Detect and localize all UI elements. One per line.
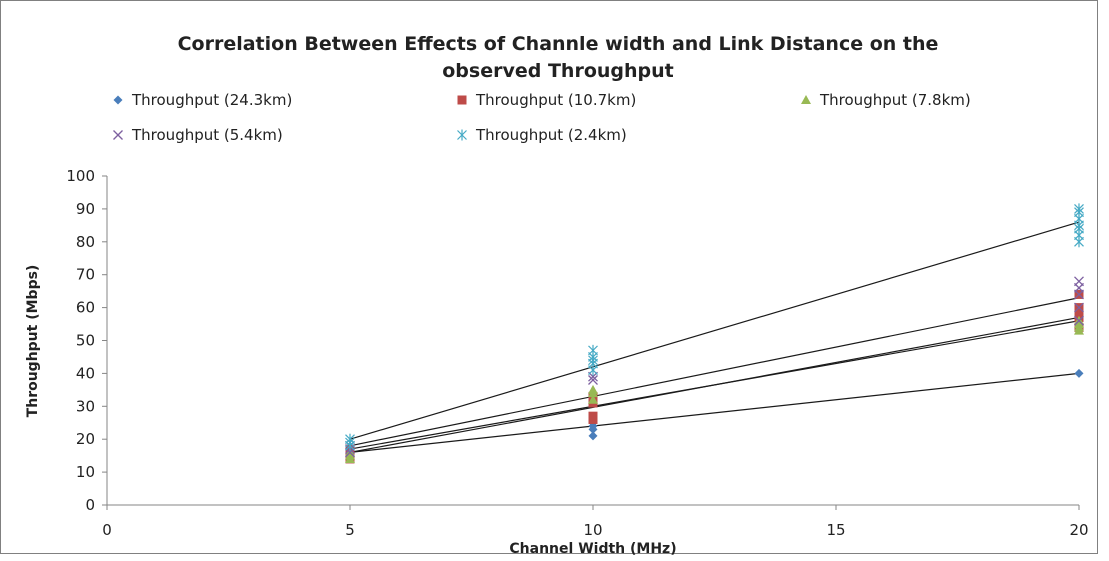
x-tick-label: 15 <box>826 521 845 539</box>
legend-item: Throughput (7.8km) <box>801 91 971 109</box>
x-tick-label: 0 <box>102 521 112 539</box>
data-point-series-4 <box>1074 276 1084 287</box>
legend-item: Throughput (5.4km) <box>113 126 283 144</box>
y-tick-label: 80 <box>76 233 95 251</box>
y-axis-title: Throughput (Mbps) <box>25 265 41 418</box>
data-point-series-4 <box>1074 302 1084 313</box>
y-tick-label: 10 <box>76 463 95 481</box>
y-tick-label: 60 <box>76 299 95 317</box>
legend-label: Throughput (7.8km) <box>819 91 971 109</box>
x-tick-label: 20 <box>1069 521 1088 539</box>
legend-label: Throughput (10.7km) <box>475 91 636 109</box>
trendline-series-5 <box>349 221 1080 440</box>
legend-label: Throughput (24.3km) <box>131 91 292 109</box>
y-tick-label: 50 <box>76 332 95 350</box>
trendlines <box>349 221 1080 453</box>
legend-marker <box>457 95 467 105</box>
trendline-series-3 <box>349 320 1080 450</box>
chart-border <box>0 0 1098 554</box>
data-point-series-4 <box>1074 315 1084 326</box>
trendline-series-1 <box>349 372 1080 453</box>
data-point-series-5 <box>345 433 355 445</box>
y-tick-label: 0 <box>85 496 95 514</box>
y-tick-label: 100 <box>66 167 95 185</box>
x-tick-label: 5 <box>345 521 355 539</box>
y-tick-label: 90 <box>76 200 95 218</box>
data-point-series-5 <box>588 344 598 356</box>
legend-marker <box>457 129 467 141</box>
data-point-series-3 <box>588 384 598 394</box>
axis-ticks: 0 10 20 30 40 50 60 70 80 90 100 0 5 10 15 20 <box>66 167 1088 539</box>
legend-marker <box>113 95 123 105</box>
chart-title-line1: Correlation Between Effects of Channle w… <box>178 33 939 55</box>
legend-item: Throughput (24.3km) <box>113 91 292 109</box>
legend-label: Throughput (2.4km) <box>475 126 627 144</box>
y-tick-label: 40 <box>76 364 95 382</box>
y-tick-label: 20 <box>76 430 95 448</box>
legend-marker <box>801 95 811 104</box>
legend-item: Throughput (10.7km) <box>457 91 636 109</box>
data-point-series-1 <box>588 431 598 441</box>
data-point-series-4 <box>588 375 598 385</box>
plot-area: 0 10 20 30 40 50 60 70 80 90 100 0 5 10 15 20 <box>66 167 1088 539</box>
y-tick-label: 70 <box>76 266 95 284</box>
legend-item: Throughput (2.4km) <box>457 126 627 144</box>
legend-marker <box>113 130 123 140</box>
data-point-series-3 <box>588 394 598 404</box>
data-point-series-5 <box>1074 203 1084 215</box>
data-point-series-2 <box>588 411 598 421</box>
x-axis-title: Channel Width (MHz) <box>509 541 676 557</box>
data-markers <box>345 203 1084 464</box>
y-tick-label: 30 <box>76 397 95 415</box>
trendline-series-4 <box>349 297 1080 447</box>
legend: Throughput (24.3km) Throughput (10.7km) Th… <box>113 91 971 144</box>
legend-label: Throughput (5.4km) <box>131 126 283 144</box>
data-point-series-1 <box>1074 368 1084 378</box>
x-tick-label: 10 <box>583 521 602 539</box>
chart-title-line2: observed Throughput <box>442 60 673 82</box>
